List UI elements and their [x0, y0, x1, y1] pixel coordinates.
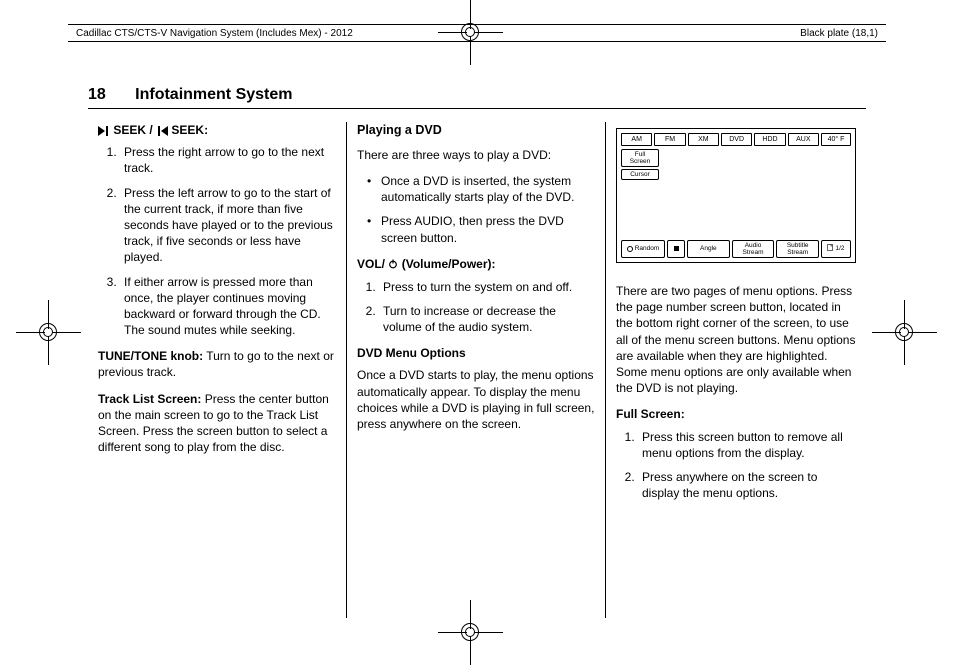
- column-3: AM FM XM DVD HDD AUX 40° F Full Screen C…: [606, 122, 866, 618]
- btn-stop: [667, 240, 685, 258]
- tab-aux: AUX: [788, 133, 819, 146]
- dvd-screen-diagram: AM FM XM DVD HDD AUX 40° F Full Screen C…: [616, 128, 856, 263]
- list-item: Press AUDIO, then press the DVD screen b…: [367, 213, 595, 245]
- track-para: Track List Screen: Press the center butt…: [98, 391, 336, 456]
- tab-dvd: DVD: [721, 133, 752, 146]
- radio-dot-icon: [627, 246, 633, 252]
- dvd-top-tabs: AM FM XM DVD HDD AUX 40° F: [621, 133, 851, 146]
- btn-page: 1/2: [821, 240, 851, 258]
- dvd-bottom-tabs: Random Angle Audio Stream Subtitle Strea…: [621, 240, 851, 258]
- page-title: Infotainment System: [135, 86, 292, 103]
- tab-hdd: HDD: [754, 133, 785, 146]
- vol-label: VOL/: [357, 257, 385, 271]
- dvd-intro: There are three ways to play a DVD:: [357, 147, 595, 163]
- page-header: 18 Infotainment System: [88, 86, 866, 109]
- dvd-ways-list: Once a DVD is inserted, the system autom…: [357, 173, 595, 246]
- seek-text-b: SEEK:: [171, 123, 208, 137]
- btn-cursor: Cursor: [621, 169, 659, 180]
- vol-list: Press to turn the system on and off. Tur…: [357, 279, 595, 336]
- list-item: Turn to increase or decrease the volume …: [379, 303, 595, 335]
- playing-dvd-heading: Playing a DVD: [357, 122, 595, 139]
- tune-para: TUNE/TONE knob: Turn to go to the next o…: [98, 348, 336, 380]
- btn-full-screen: Full Screen: [621, 149, 659, 167]
- header-right: Black plate (18,1): [800, 28, 886, 39]
- vol-heading: VOL/ (Volume/Power):: [357, 256, 595, 273]
- btn-audio-stream: Audio Stream: [732, 240, 775, 258]
- column-2: Playing a DVD There are three ways to pl…: [347, 122, 605, 618]
- list-item: Press the right arrow to go to the next …: [120, 144, 336, 176]
- menu-pages-text: There are two pages of menu options. Pre…: [616, 283, 856, 396]
- list-item: If either arrow is pressed more than onc…: [120, 274, 336, 339]
- seek-text-a: SEEK /: [113, 123, 152, 137]
- page-number: 18: [88, 86, 106, 103]
- print-header: Cadillac CTS/CTS-V Navigation System (In…: [68, 24, 886, 42]
- list-item: Press anywhere on the screen to display …: [638, 469, 856, 501]
- dvd-side-buttons: Full Screen Cursor: [621, 149, 659, 182]
- tune-label: TUNE/TONE knob:: [98, 349, 203, 363]
- header-left: Cadillac CTS/CTS-V Navigation System (In…: [68, 28, 353, 39]
- tab-am: AM: [621, 133, 652, 146]
- content-area: SEEK / SEEK: Press the right arrow to go…: [88, 122, 866, 618]
- btn-random: Random: [621, 240, 665, 258]
- full-screen-list: Press this screen button to remove all m…: [616, 429, 856, 502]
- full-screen-heading: Full Screen:: [616, 406, 856, 422]
- btn-page-label: 1/2: [835, 245, 844, 252]
- track-label: Track List Screen:: [98, 392, 201, 406]
- list-item: Press this screen button to remove all m…: [638, 429, 856, 461]
- btn-angle: Angle: [687, 240, 730, 258]
- tab-fm: FM: [654, 133, 685, 146]
- list-item: Press the left arrow to go to the start …: [120, 185, 336, 266]
- column-1: SEEK / SEEK: Press the right arrow to go…: [88, 122, 346, 618]
- seek-heading: SEEK / SEEK:: [98, 122, 336, 138]
- tab-xm: XM: [688, 133, 719, 146]
- tab-temp: 40° F: [821, 133, 851, 146]
- power-icon: [388, 257, 398, 273]
- seek-forward-icon: [98, 126, 110, 136]
- dvd-menu-heading: DVD Menu Options: [357, 345, 595, 361]
- dvd-menu-text: Once a DVD starts to play, the menu opti…: [357, 367, 595, 432]
- btn-random-label: Random: [635, 245, 660, 252]
- stop-icon: [674, 246, 679, 251]
- seek-back-icon: [156, 126, 168, 136]
- vol-suffix: (Volume/Power):: [402, 257, 496, 271]
- btn-subtitle-stream: Subtitle Stream: [776, 240, 819, 258]
- list-item: Once a DVD is inserted, the system autom…: [367, 173, 595, 205]
- seek-list: Press the right arrow to go to the next …: [98, 144, 336, 338]
- list-item: Press to turn the system on and off.: [379, 279, 595, 295]
- page-icon: [827, 244, 833, 253]
